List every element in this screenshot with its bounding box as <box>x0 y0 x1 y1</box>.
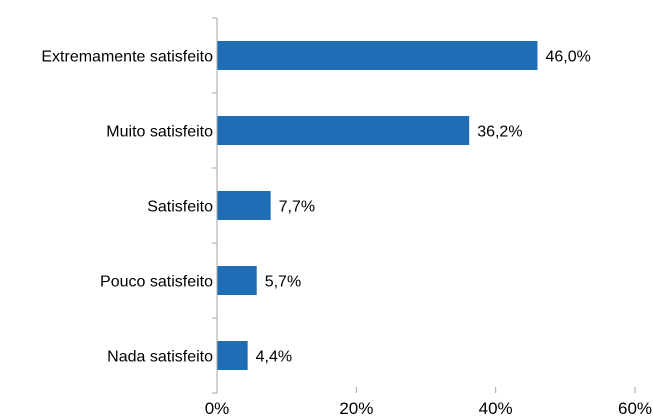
bar <box>217 116 470 145</box>
bar <box>217 341 248 370</box>
axis-ticks <box>212 17 636 394</box>
category-label: Pouco satisfeito <box>100 274 213 291</box>
value-label: 7,7% <box>279 199 315 216</box>
bar <box>217 266 257 295</box>
x-tick-label: 20% <box>339 399 373 418</box>
x-tick-label: 0% <box>205 399 230 418</box>
x-tick-labels: 0% 20% 40% 60% <box>205 399 652 418</box>
bar <box>217 41 538 70</box>
category-label: Muito satisfeito <box>106 124 213 141</box>
category-label: Extremamente satisfeito <box>41 49 213 66</box>
category-label: Nada satisfeito <box>107 349 213 366</box>
value-label: 46,0% <box>545 49 590 66</box>
x-tick-label: 40% <box>479 399 513 418</box>
value-labels: 46,0% 36,2% 7,7% 5,7% 4,4% <box>256 49 591 366</box>
category-labels: Extremamente satisfeito Muito satisfeito S… <box>41 49 213 366</box>
category-label: Satisfeito <box>147 199 213 216</box>
value-label: 4,4% <box>256 349 292 366</box>
x-tick-label: 60% <box>618 399 652 418</box>
bars <box>217 41 538 370</box>
value-label: 36,2% <box>477 124 522 141</box>
value-label: 5,7% <box>265 274 301 291</box>
bar <box>217 191 271 220</box>
